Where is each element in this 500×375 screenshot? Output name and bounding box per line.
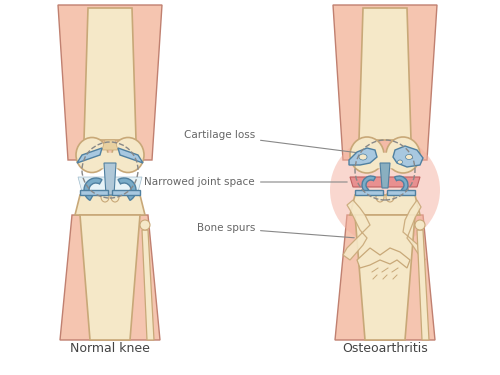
Ellipse shape <box>111 192 119 202</box>
Text: Normal knee: Normal knee <box>70 342 150 355</box>
Polygon shape <box>78 177 142 192</box>
Text: Cartilage loss: Cartilage loss <box>184 130 372 154</box>
Text: Narrowed joint space: Narrowed joint space <box>144 177 347 187</box>
Text: Bone spurs: Bone spurs <box>196 223 354 238</box>
Polygon shape <box>350 177 420 187</box>
Ellipse shape <box>398 160 402 164</box>
Polygon shape <box>142 230 154 340</box>
Ellipse shape <box>386 192 394 202</box>
Polygon shape <box>350 195 420 215</box>
Wedge shape <box>118 178 136 200</box>
Polygon shape <box>403 200 425 260</box>
Polygon shape <box>58 5 162 160</box>
Polygon shape <box>357 248 410 268</box>
Polygon shape <box>80 215 140 340</box>
Polygon shape <box>60 215 160 340</box>
Polygon shape <box>118 148 143 163</box>
Polygon shape <box>355 190 383 195</box>
Wedge shape <box>394 176 408 193</box>
Polygon shape <box>112 190 140 195</box>
Polygon shape <box>80 190 108 195</box>
Ellipse shape <box>406 154 412 159</box>
Circle shape <box>330 135 440 245</box>
FancyBboxPatch shape <box>100 153 120 168</box>
Ellipse shape <box>76 138 108 172</box>
Ellipse shape <box>140 220 150 230</box>
Wedge shape <box>84 178 102 200</box>
Polygon shape <box>333 5 437 160</box>
Wedge shape <box>362 176 376 193</box>
Polygon shape <box>380 163 390 188</box>
FancyBboxPatch shape <box>374 153 396 168</box>
Polygon shape <box>355 215 415 340</box>
Polygon shape <box>75 195 145 215</box>
Ellipse shape <box>101 192 109 202</box>
Text: Osteoarthritis: Osteoarthritis <box>342 342 428 355</box>
Ellipse shape <box>359 154 367 160</box>
Polygon shape <box>343 200 370 260</box>
Polygon shape <box>77 148 102 163</box>
Polygon shape <box>335 215 435 340</box>
Ellipse shape <box>112 138 144 172</box>
Ellipse shape <box>386 137 420 173</box>
Polygon shape <box>104 163 116 195</box>
Polygon shape <box>393 146 423 167</box>
Polygon shape <box>84 8 136 140</box>
Ellipse shape <box>415 220 425 230</box>
Ellipse shape <box>376 192 384 202</box>
Ellipse shape <box>350 137 384 173</box>
Polygon shape <box>417 230 429 340</box>
Polygon shape <box>359 8 411 140</box>
Polygon shape <box>102 140 118 150</box>
Polygon shape <box>349 148 377 165</box>
Polygon shape <box>387 190 415 195</box>
